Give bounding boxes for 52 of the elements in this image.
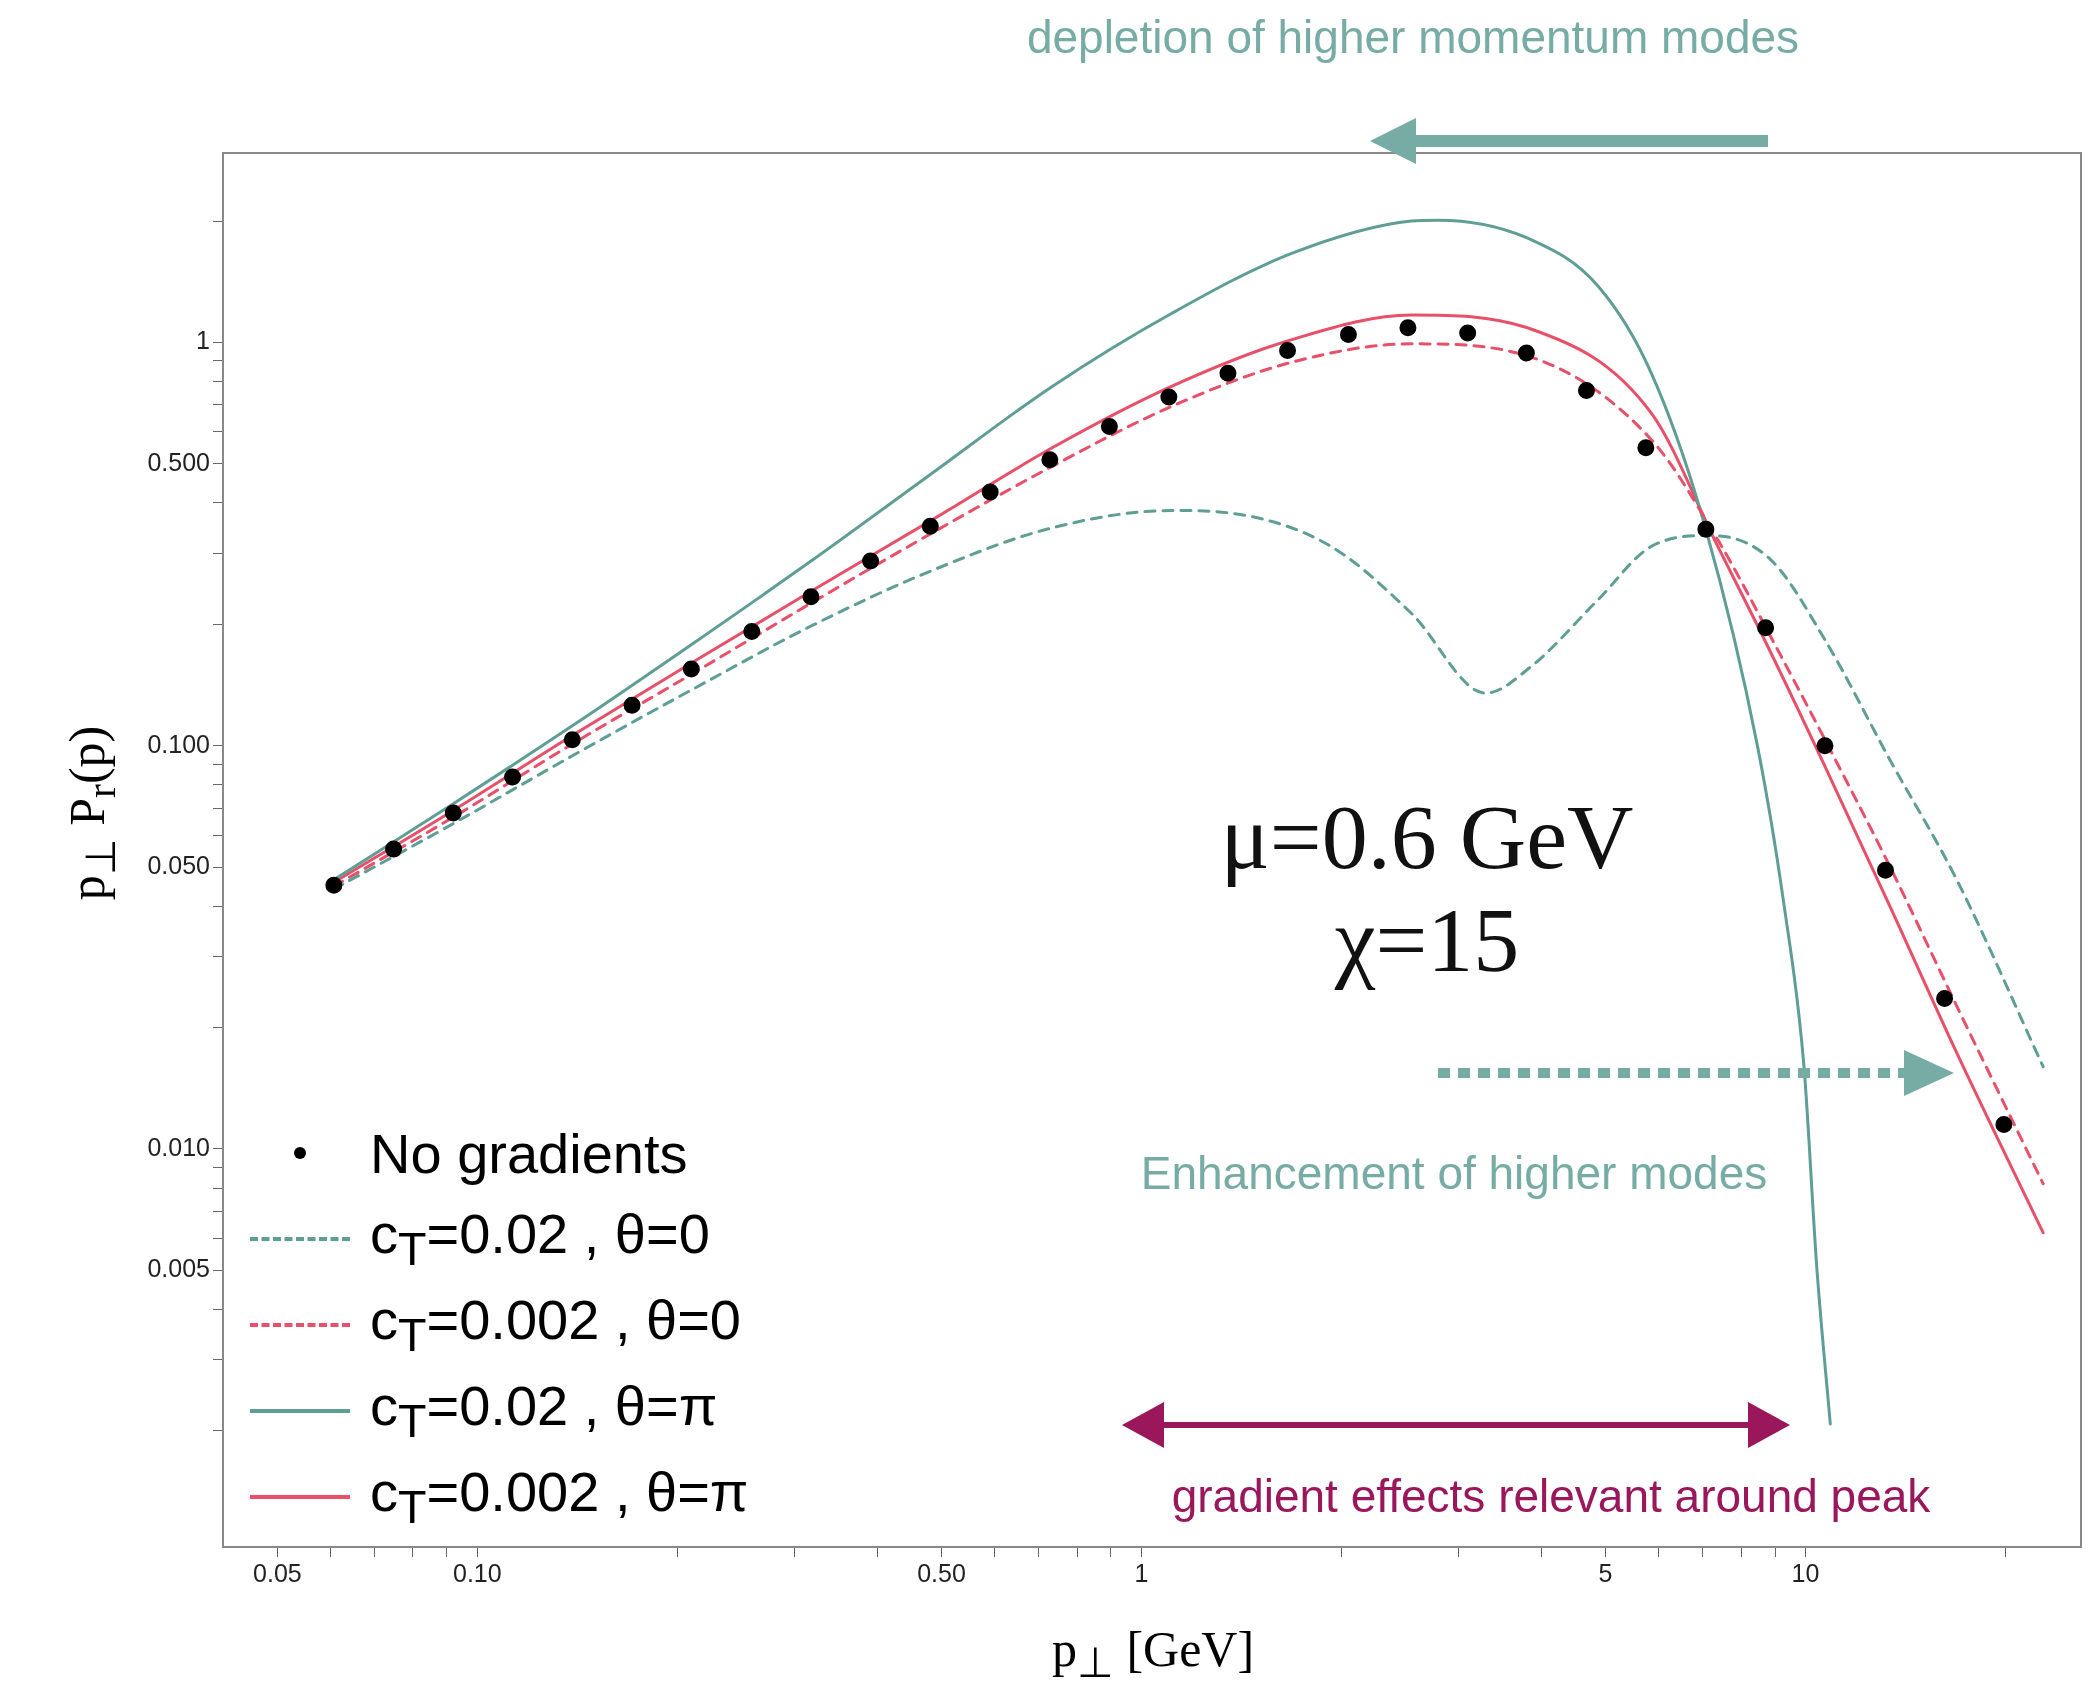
x-tick-label: 5 <box>1598 1558 1613 1587</box>
x-axis-title: p$_{⊥}$ [GeV] <box>1051 1619 1255 1686</box>
point <box>385 840 403 858</box>
y-tick-label: 0.100 <box>147 729 210 758</box>
point <box>1100 417 1118 435</box>
point <box>1995 1115 2013 1133</box>
y-tick-label: 0.010 <box>147 1132 210 1161</box>
point <box>1816 737 1834 755</box>
point <box>802 588 820 606</box>
point <box>1399 319 1417 337</box>
point <box>444 804 462 822</box>
legend-label: c$_{T}$=0.02 , θ=0 <box>370 1201 710 1277</box>
annotation: μ=0.6 GeV <box>1220 785 1634 890</box>
point <box>1637 439 1655 457</box>
point <box>862 552 880 570</box>
annotation: Enhancement of higher modes <box>1140 1146 1768 1200</box>
y-tick-label: 0.050 <box>147 850 210 879</box>
point <box>1877 861 1894 879</box>
y-tick-label: 0.005 <box>147 1254 210 1283</box>
x-tick-label: 0.05 <box>253 1558 302 1587</box>
point <box>981 483 999 501</box>
point <box>1936 990 1954 1008</box>
annotation: gradient effects relevant around peak <box>1171 1469 1931 1523</box>
point <box>623 696 641 714</box>
point <box>1459 324 1477 342</box>
text: depletion of higher momentum modes <box>1026 10 1800 64</box>
point <box>1757 619 1775 637</box>
point <box>1219 364 1237 382</box>
x-tick-label: 0.50 <box>917 1558 966 1587</box>
x-tick-label: 10 <box>1791 1558 1820 1587</box>
x-tick-label: 1 <box>1134 1558 1149 1587</box>
point <box>563 731 581 749</box>
point <box>1339 325 1357 343</box>
legend-label: c$_{T}$=0.002 , θ=0 <box>370 1287 742 1363</box>
legend-label: c$_{T}$=0.02 , θ=π <box>370 1373 718 1449</box>
point <box>743 622 761 640</box>
annotation: χ=15 <box>1334 888 1520 993</box>
point <box>1279 342 1297 360</box>
x-tick-label: 0.10 <box>453 1558 502 1587</box>
legend-label: c$_{T}$=0.002 , θ=π <box>370 1459 749 1535</box>
y-tick-label: 0.500 <box>147 447 210 476</box>
legend-label: No gradients <box>370 1120 688 1186</box>
point <box>1697 520 1715 538</box>
point <box>1041 451 1059 469</box>
point <box>1160 388 1178 406</box>
y-tick-label: 1 <box>196 326 210 355</box>
point <box>921 517 939 535</box>
point <box>1577 382 1595 400</box>
point <box>504 768 522 786</box>
point <box>325 876 343 894</box>
point <box>1517 344 1535 362</box>
point <box>682 660 700 678</box>
